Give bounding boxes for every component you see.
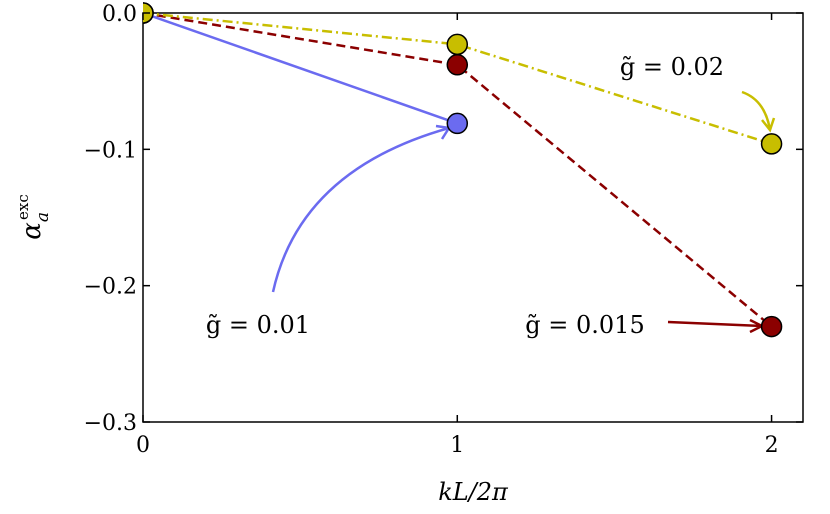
data-point — [760, 315, 783, 338]
y-label-sub: a — [33, 212, 53, 222]
y-tick-label: −0.2 — [84, 275, 137, 300]
x-tick-label: 0 — [136, 433, 150, 458]
lines — [143, 2, 783, 338]
arrow — [667, 318, 765, 334]
x-axis-label: kL/2π — [438, 478, 509, 506]
y-label-sup: exc — [14, 194, 32, 220]
arrow — [271, 124, 452, 293]
annotation-label: g̃ = 0.02 — [620, 53, 724, 81]
y-tick-label: 0.0 — [102, 2, 137, 27]
annotation-label: g̃ = 0.01 — [206, 311, 310, 339]
x-tick-label: 2 — [765, 433, 779, 458]
x-tick-label: 1 — [450, 433, 464, 458]
y-label-main: α — [17, 222, 47, 240]
y-tick-label: −0.3 — [84, 411, 137, 436]
data-point — [760, 133, 783, 155]
data-point — [446, 54, 469, 76]
y-tick-label: −0.1 — [84, 138, 137, 163]
arrow — [741, 90, 776, 133]
y-axis-label: αaexc — [14, 194, 53, 239]
plot-frame — [142, 12, 804, 423]
data-point — [446, 112, 469, 135]
annotation-label: g̃ = 0.015 — [525, 311, 644, 339]
annotation-arrows — [271, 90, 776, 334]
series-line — [143, 11, 773, 328]
series-line — [143, 11, 458, 125]
data-point — [446, 33, 469, 56]
